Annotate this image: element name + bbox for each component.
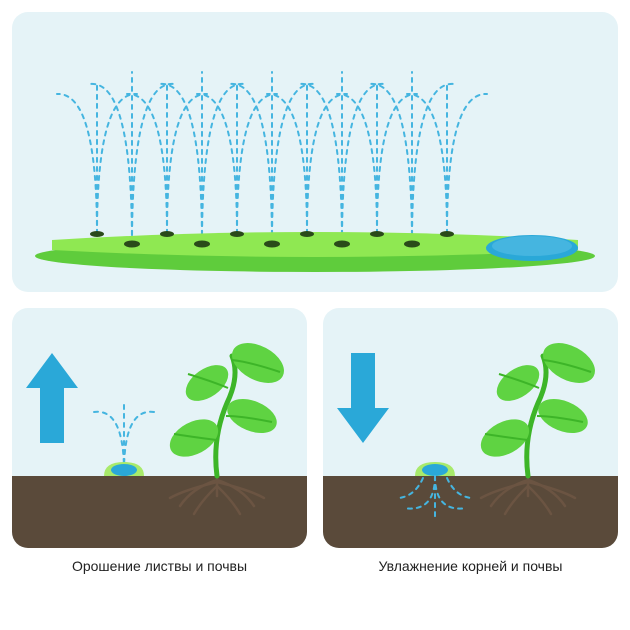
caption-left: Орошение листвы и почвы	[12, 558, 307, 574]
hose	[35, 231, 595, 272]
spray-down-panel: Увлажнение корней и почвы	[323, 308, 618, 574]
hose-overview-panel	[12, 12, 618, 292]
spray-down-svg	[323, 308, 618, 548]
spray-up-panel: Орошение листвы и почвы	[12, 308, 307, 574]
soil	[12, 476, 307, 548]
spray-up-svg	[12, 308, 307, 548]
bottom-row: Орошение листвы и почвы	[12, 308, 618, 574]
caption-right: Увлажнение корней и почвы	[323, 558, 618, 574]
soil	[323, 476, 618, 548]
hose-overview-svg	[12, 12, 618, 292]
